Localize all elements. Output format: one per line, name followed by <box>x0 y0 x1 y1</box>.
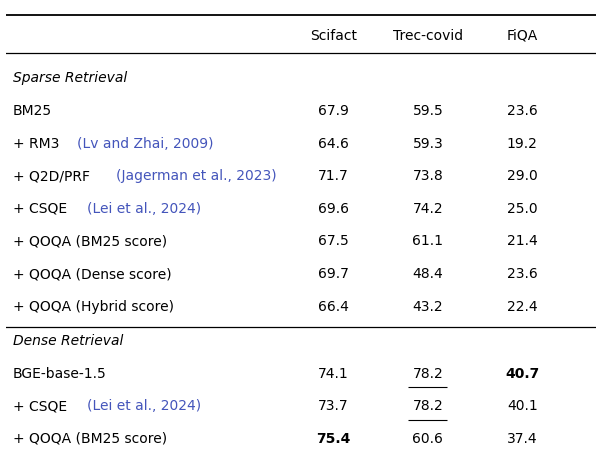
Text: 48.4: 48.4 <box>412 267 443 280</box>
Text: 74.2: 74.2 <box>412 202 443 215</box>
Text: 74.1: 74.1 <box>318 366 349 379</box>
Text: + CSQE: + CSQE <box>13 398 72 412</box>
Text: + QOQA (Dense score): + QOQA (Dense score) <box>13 267 172 280</box>
Text: (Lei et al., 2024): (Lei et al., 2024) <box>87 398 201 412</box>
Text: 67.5: 67.5 <box>318 234 349 248</box>
Text: 37.4: 37.4 <box>507 431 538 445</box>
Text: + QOQA (BM25 score): + QOQA (BM25 score) <box>13 431 167 445</box>
Text: + CSQE: + CSQE <box>13 202 72 215</box>
Text: + Q2D/PRF: + Q2D/PRF <box>13 169 95 183</box>
Text: BGE-base-1.5: BGE-base-1.5 <box>13 366 107 379</box>
Text: (Jagerman et al., 2023): (Jagerman et al., 2023) <box>116 169 277 183</box>
Text: 29.0: 29.0 <box>507 169 538 183</box>
Text: BM25: BM25 <box>13 104 52 118</box>
Text: Dense Retrieval: Dense Retrieval <box>13 333 123 347</box>
Text: 64.6: 64.6 <box>318 136 349 150</box>
Text: + RM3: + RM3 <box>13 136 64 150</box>
Text: 19.2: 19.2 <box>507 136 538 150</box>
Text: 67.9: 67.9 <box>318 104 349 118</box>
Text: 40.7: 40.7 <box>505 366 539 379</box>
Text: (Lei et al., 2024): (Lei et al., 2024) <box>87 202 201 215</box>
Text: 25.0: 25.0 <box>507 202 538 215</box>
Text: 78.2: 78.2 <box>412 366 443 379</box>
Text: Scifact: Scifact <box>310 29 357 43</box>
Text: 69.7: 69.7 <box>318 267 349 280</box>
Text: 78.2: 78.2 <box>412 398 443 412</box>
Text: (Lv and Zhai, 2009): (Lv and Zhai, 2009) <box>77 136 214 150</box>
Text: 23.6: 23.6 <box>507 104 538 118</box>
Text: + QOQA (Hybrid score): + QOQA (Hybrid score) <box>13 299 174 313</box>
Text: 71.7: 71.7 <box>318 169 349 183</box>
Text: FiQA: FiQA <box>507 29 538 43</box>
Text: 40.1: 40.1 <box>507 398 538 412</box>
Text: 43.2: 43.2 <box>412 299 443 313</box>
Text: Sparse Retrieval: Sparse Retrieval <box>13 71 128 85</box>
Text: 75.4: 75.4 <box>316 431 350 445</box>
Text: 59.3: 59.3 <box>412 136 443 150</box>
Text: 23.6: 23.6 <box>507 267 538 280</box>
Text: + QOQA (BM25 score): + QOQA (BM25 score) <box>13 234 167 248</box>
Text: 73.7: 73.7 <box>318 398 349 412</box>
Text: 66.4: 66.4 <box>318 299 349 313</box>
Text: 22.4: 22.4 <box>507 299 538 313</box>
Text: 61.1: 61.1 <box>412 234 443 248</box>
Text: 73.8: 73.8 <box>412 169 443 183</box>
Text: 21.4: 21.4 <box>507 234 538 248</box>
Text: 60.6: 60.6 <box>412 431 443 445</box>
Text: 59.5: 59.5 <box>412 104 443 118</box>
Text: Trec-covid: Trec-covid <box>393 29 463 43</box>
Text: 69.6: 69.6 <box>318 202 349 215</box>
